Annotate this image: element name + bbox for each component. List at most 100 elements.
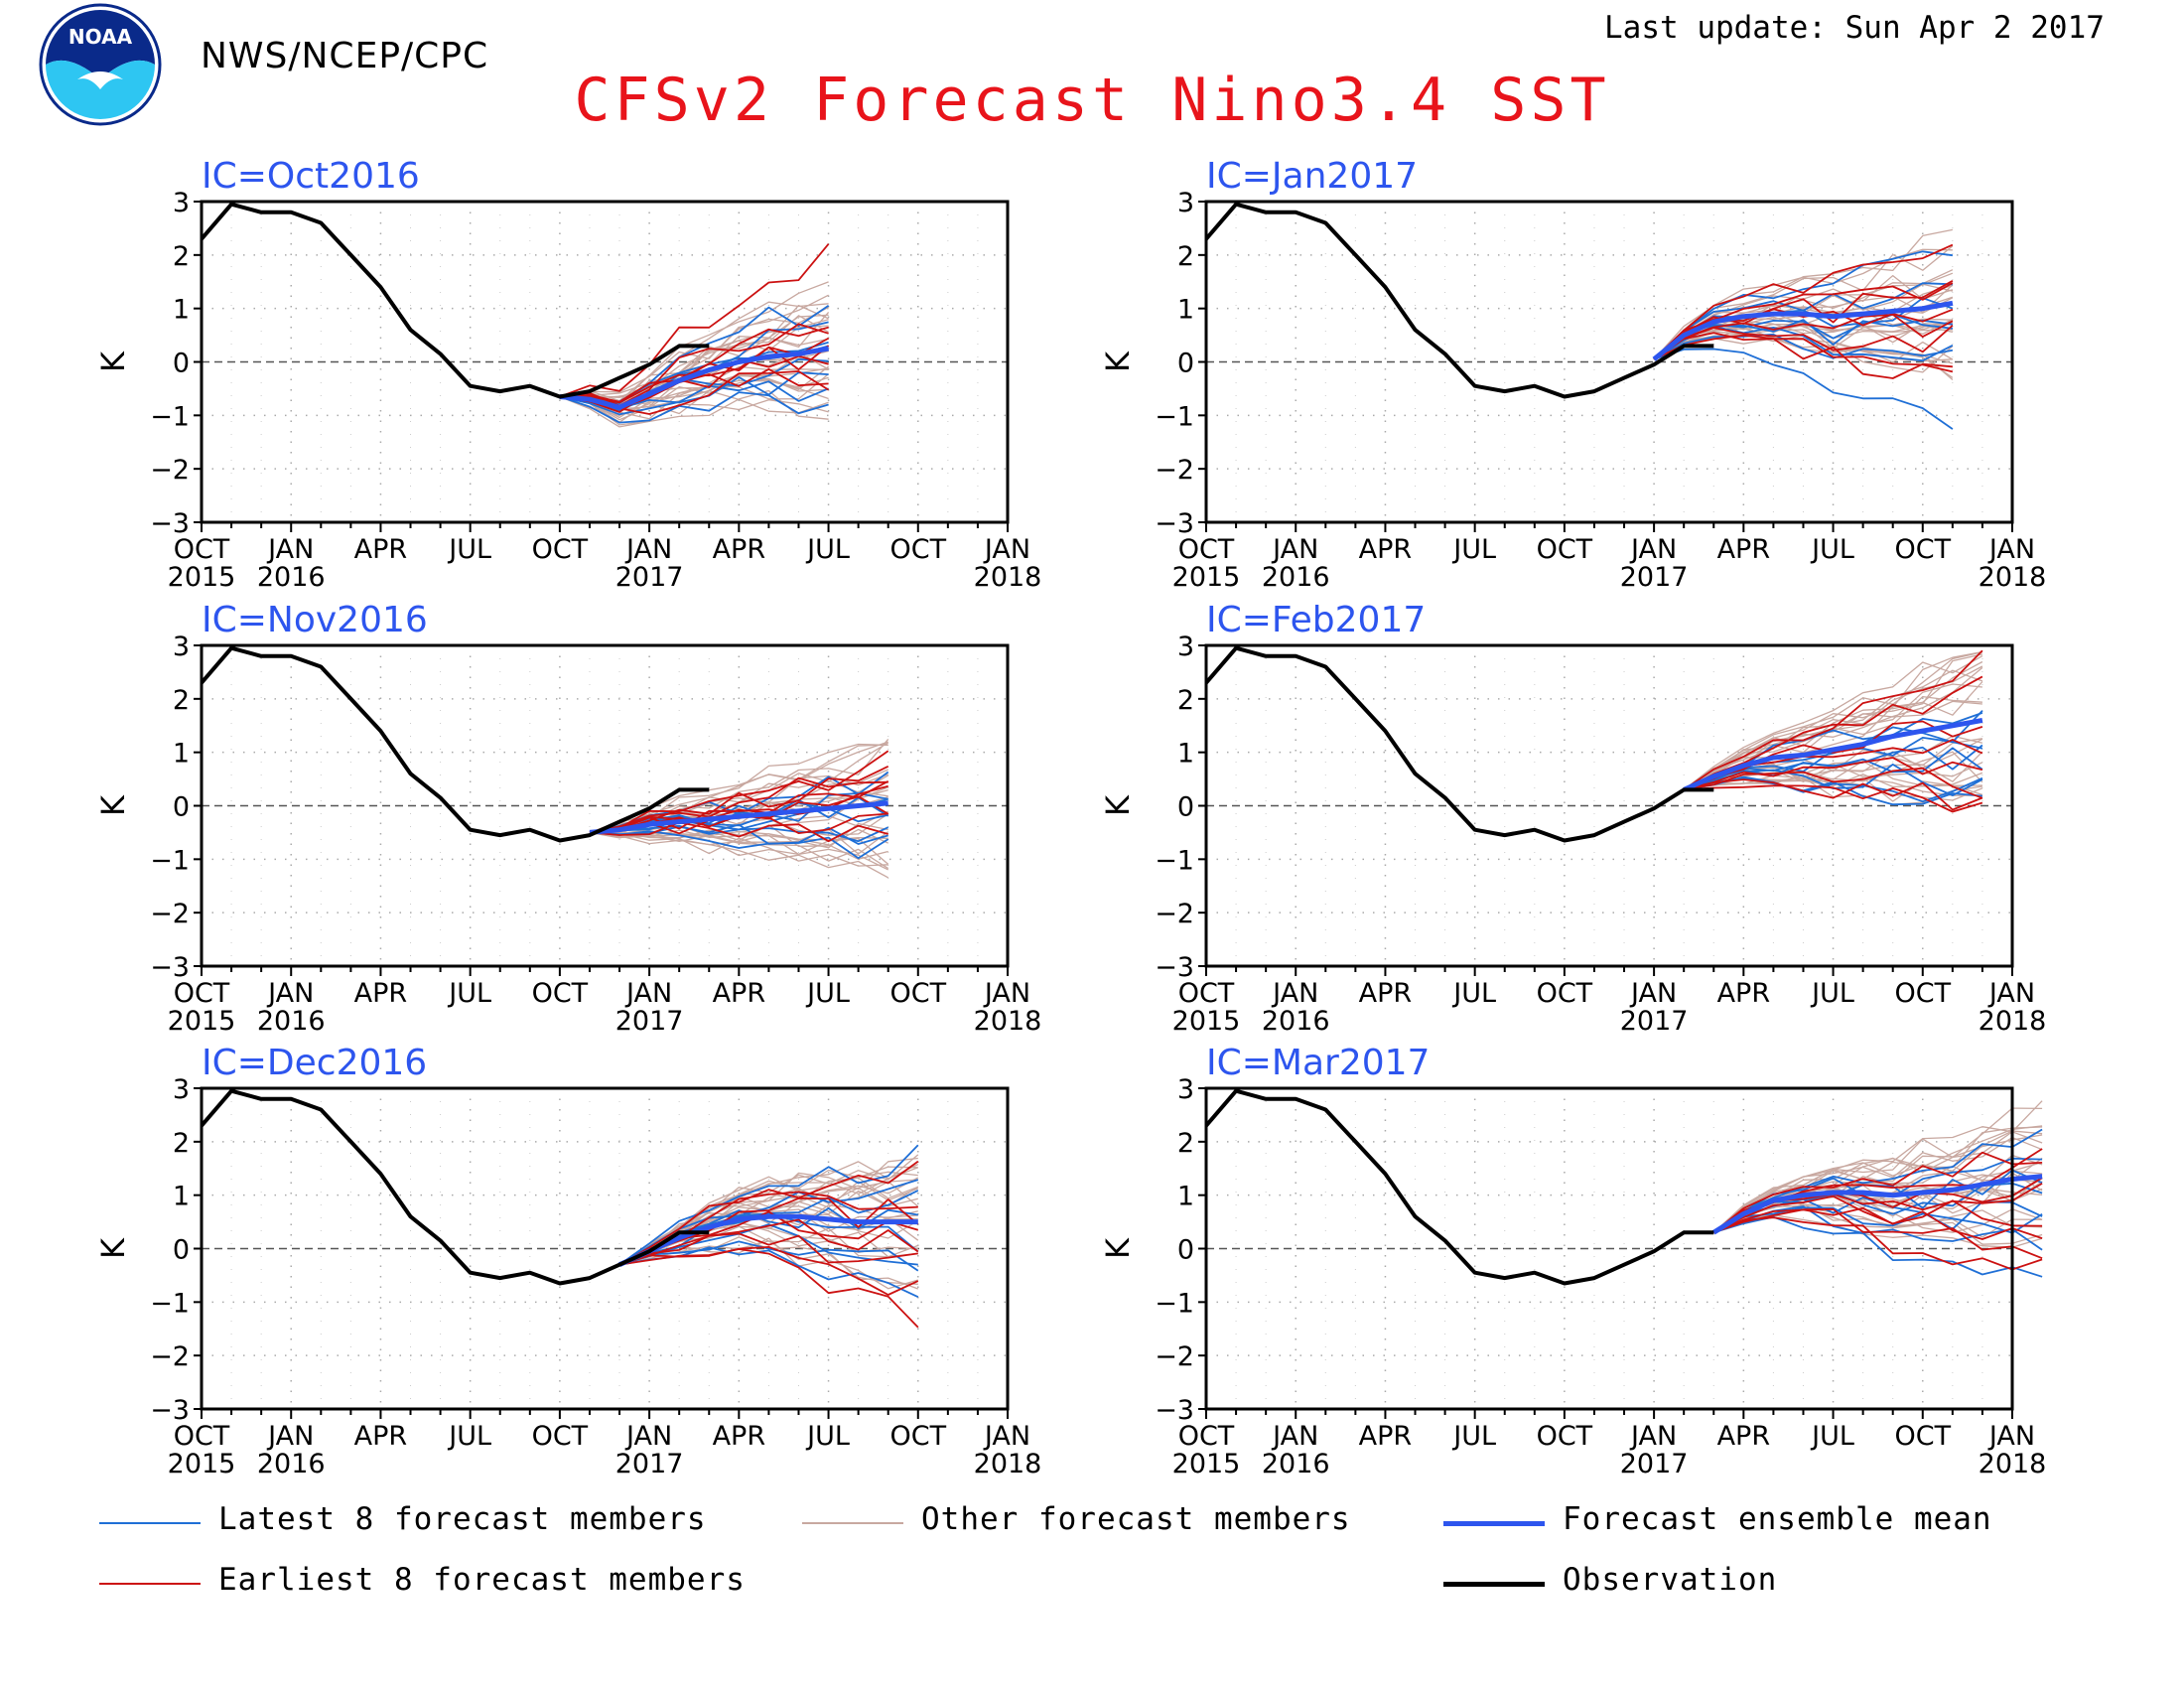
x-tick-label: JAN <box>1271 534 1318 565</box>
latest-member-line <box>1653 250 1954 360</box>
legend-mean-swatch <box>1443 1521 1545 1526</box>
x-tick-label: JAN <box>1987 1421 2035 1452</box>
x-tick-label: JUL <box>447 534 491 565</box>
latest-member-line <box>589 823 888 845</box>
ensemble-mean-line <box>1711 1174 2043 1235</box>
x-tick-label: OCT <box>889 1421 946 1452</box>
x-tick-label: APR <box>713 978 766 1009</box>
last-update-text: Last update: Sun Apr 2 2017 <box>1604 10 2105 46</box>
x-tick-year-label: 2015 <box>168 562 236 593</box>
panel-title: IC=Nov2016 <box>202 600 428 640</box>
other-member-line <box>559 373 830 423</box>
x-tick-year-label: 2018 <box>1979 1449 2047 1479</box>
y-tick-label: 0 <box>1177 792 1194 823</box>
x-tick-label: APR <box>354 1421 408 1452</box>
chart-title: CFSv2 Forecast Nino3.4 SST <box>574 66 1610 135</box>
legend-latest8-label: Latest 8 forecast members <box>218 1501 707 1537</box>
earliest-member-line <box>1653 332 1954 373</box>
legend-earliest8-label: Earliest 8 forecast members <box>218 1562 746 1598</box>
x-tick-label: JUL <box>1451 534 1496 565</box>
legend-other-swatch <box>802 1522 903 1524</box>
earliest-member-line <box>1683 757 1983 791</box>
x-tick-year-label: 2017 <box>615 1449 684 1479</box>
org-label: NWS/NCEP/CPC <box>201 36 489 76</box>
x-tick-year-label: 2015 <box>168 1449 236 1479</box>
y-tick-label: −3 <box>150 952 190 983</box>
x-tick-year-label: 2016 <box>1262 1006 1330 1037</box>
x-tick-label: APR <box>1717 978 1771 1009</box>
y-tick-label: 3 <box>173 188 190 218</box>
legend-obs-swatch <box>1443 1582 1545 1587</box>
y-tick-label: −1 <box>1155 1288 1194 1319</box>
latest-member-line <box>1653 348 1954 430</box>
legend-mean-label: Forecast ensemble mean <box>1563 1501 1992 1537</box>
earliest-member-line <box>559 345 830 413</box>
x-tick-label: JAN <box>1987 978 2035 1009</box>
other-member-line <box>1683 653 1983 790</box>
other-member-line <box>1683 655 1983 790</box>
y-tick-label: 3 <box>173 632 190 662</box>
panel-title: IC=Mar2017 <box>1206 1043 1430 1083</box>
x-tick-label: APR <box>1359 1421 1413 1452</box>
legend-latest8-swatch <box>99 1522 201 1524</box>
y-tick-label: −1 <box>150 845 190 876</box>
x-tick-year-label: 2015 <box>168 1006 236 1037</box>
x-tick-label: JUL <box>805 1421 850 1452</box>
x-tick-year-label: 2016 <box>1262 1449 1330 1479</box>
latest-member-line <box>559 380 829 416</box>
y-tick-label: 2 <box>1177 685 1194 716</box>
x-tick-label: JAN <box>1271 978 1318 1009</box>
y-tick-label: 1 <box>1177 1182 1194 1212</box>
other-member-line <box>1683 666 1983 790</box>
x-tick-label: OCT <box>532 1421 589 1452</box>
earliest-member-line <box>618 1248 919 1329</box>
x-tick-label: APR <box>713 534 766 565</box>
earliest-member-line <box>1713 1207 2043 1260</box>
y-tick-label: 2 <box>173 685 190 716</box>
earliest-member-line <box>589 821 888 843</box>
earliest-member-line <box>1683 649 1983 791</box>
x-tick-label: OCT <box>174 534 230 565</box>
x-tick-year-label: 2016 <box>257 1006 326 1037</box>
y-tick-label: 0 <box>173 792 190 823</box>
earliest-member-line <box>589 750 889 834</box>
x-tick-year-label: 2015 <box>1172 1449 1241 1479</box>
y-tick-label: −3 <box>150 508 190 539</box>
y-tick-label: −1 <box>1155 845 1194 876</box>
other-member-line <box>1712 1136 2043 1233</box>
y-tick-label: 0 <box>173 1235 190 1266</box>
earliest-member-line <box>1684 784 1983 813</box>
other-member-line <box>1712 1100 2043 1233</box>
y-tick-label: −3 <box>1155 952 1194 983</box>
other-member-line <box>1712 1203 2043 1233</box>
observation-line <box>1204 202 1714 399</box>
y-axis-label: K <box>94 794 132 816</box>
x-tick-year-label: 2016 <box>257 1449 326 1479</box>
legend-obs-label: Observation <box>1563 1562 1778 1598</box>
x-tick-label: JAN <box>1629 1421 1677 1452</box>
x-tick-label: APR <box>354 978 408 1009</box>
x-tick-label: APR <box>1717 534 1771 565</box>
latest-member-line <box>618 1223 918 1266</box>
x-tick-year-label: 2016 <box>257 562 326 593</box>
x-tick-year-label: 2016 <box>1262 562 1330 593</box>
panel-title: IC=Feb2017 <box>1206 600 1426 640</box>
earliest-member-line <box>1712 1151 2043 1233</box>
earliest-member-line <box>1653 243 1954 360</box>
x-tick-label: OCT <box>1178 978 1235 1009</box>
x-tick-year-label: 2018 <box>974 1006 1042 1037</box>
x-tick-year-label: 2017 <box>615 1006 684 1037</box>
x-tick-label: OCT <box>889 534 946 565</box>
y-axis-label: K <box>94 351 132 372</box>
y-tick-label: 1 <box>1177 295 1194 326</box>
x-tick-year-label: 2018 <box>1979 562 2047 593</box>
observation-line <box>200 645 710 843</box>
x-tick-label: APR <box>1717 1421 1771 1452</box>
x-tick-label: JUL <box>1451 978 1496 1009</box>
observation-line <box>1204 1088 1714 1286</box>
y-tick-label: −1 <box>150 401 190 432</box>
